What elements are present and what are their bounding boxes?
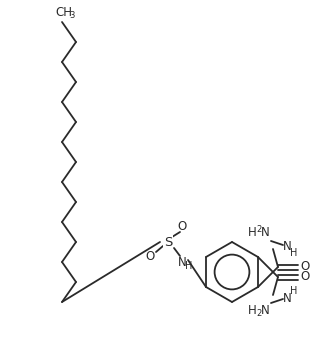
Text: H: H	[185, 261, 193, 271]
Text: N: N	[260, 226, 269, 240]
Text: O: O	[300, 261, 310, 273]
Text: 3: 3	[69, 12, 75, 20]
Text: H: H	[248, 305, 256, 317]
Text: N: N	[283, 240, 291, 253]
Text: O: O	[300, 270, 310, 284]
Text: N: N	[283, 292, 291, 305]
Text: S: S	[164, 236, 172, 249]
Text: O: O	[145, 249, 155, 262]
Text: 2: 2	[256, 226, 262, 234]
Text: N: N	[178, 256, 186, 269]
Text: N: N	[260, 305, 269, 317]
Text: H: H	[290, 248, 298, 258]
Text: H: H	[248, 226, 256, 240]
Text: 2: 2	[256, 309, 262, 318]
Text: CH: CH	[55, 7, 73, 20]
Text: H: H	[290, 286, 298, 296]
Text: O: O	[177, 219, 187, 233]
